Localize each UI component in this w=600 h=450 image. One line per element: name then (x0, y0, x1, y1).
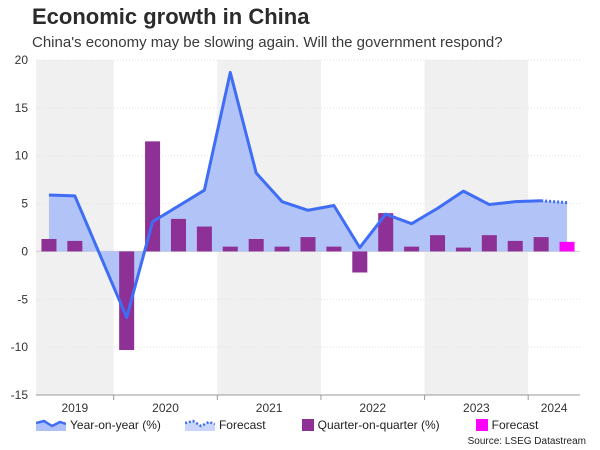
y-tick-label: -5 (17, 292, 28, 306)
qoq-bar (481, 235, 497, 252)
x-tick-label: 2020 (152, 401, 179, 415)
yoy-line (48, 70, 542, 319)
qoq-bar (170, 218, 186, 252)
qoq-bar (404, 246, 420, 252)
y-tick-label: 0 (21, 244, 28, 258)
legend-qoq-forecast-label: Forecast (491, 418, 539, 432)
x-tick-label: 2024 (541, 401, 568, 415)
legend-qoq-label: Quarter-on-quarter (%) (317, 418, 440, 432)
x-tick-label: 2019 (62, 401, 89, 415)
qoq-bar (274, 246, 290, 252)
qoq-bar (300, 237, 316, 252)
y-tick-label: 20 (15, 53, 29, 67)
legend-qoq-swatch (301, 419, 314, 431)
qoq-bar (67, 240, 83, 252)
qoq-bar (119, 251, 135, 351)
x-tick-label: 2023 (463, 401, 490, 415)
qoq-bar (248, 238, 264, 252)
x-tick-label: 2022 (359, 401, 386, 415)
y-tick-label: 15 (15, 101, 29, 115)
y-tick-label: -15 (11, 388, 29, 402)
legend-yoy-forecast: Forecast (184, 418, 266, 432)
qoq-bar (533, 237, 549, 252)
y-tick-label: 10 (15, 149, 29, 163)
qoq-bar (455, 247, 471, 252)
legend-qoq: Quarter-on-quarter (%) (290, 418, 440, 432)
source-note: Source: LSEG Datastream (467, 436, 586, 447)
qoq-bar (145, 141, 161, 252)
qoq-bar (41, 238, 57, 252)
x-tick-label: 2021 (256, 401, 283, 415)
legend-yoy-forecast-label: Forecast (218, 418, 266, 432)
qoq-bar (352, 251, 368, 273)
legend-qoq-forecast-swatch (475, 419, 488, 431)
qoq-bar (378, 213, 394, 252)
y-tick-label: 5 (21, 197, 28, 211)
y-tick-label: -10 (11, 340, 29, 354)
qoq-bar (507, 240, 523, 252)
legend-yoy-swatch (36, 419, 66, 431)
chart-title: Economic growth in China (32, 4, 310, 29)
chart-subtitle: China's economy may be slowing again. Wi… (32, 34, 503, 51)
qoq-bar (326, 246, 342, 252)
qoq-forecast-bar (559, 241, 575, 252)
qoq-bar (222, 246, 238, 252)
legend: Year-on-year (%) Forecast Quarter-on-qua… (36, 418, 562, 432)
legend-qoq-forecast: Forecast (464, 418, 539, 432)
legend-yoy-label: Year-on-year (%) (70, 418, 161, 432)
yoy-area (48, 72, 568, 318)
legend-yoy: Year-on-year (%) (36, 418, 161, 432)
qoq-bar (196, 226, 212, 252)
qoq-bar (430, 235, 446, 252)
legend-yoy-forecast-swatch (184, 419, 215, 431)
yoy-forecast-line (541, 199, 568, 205)
